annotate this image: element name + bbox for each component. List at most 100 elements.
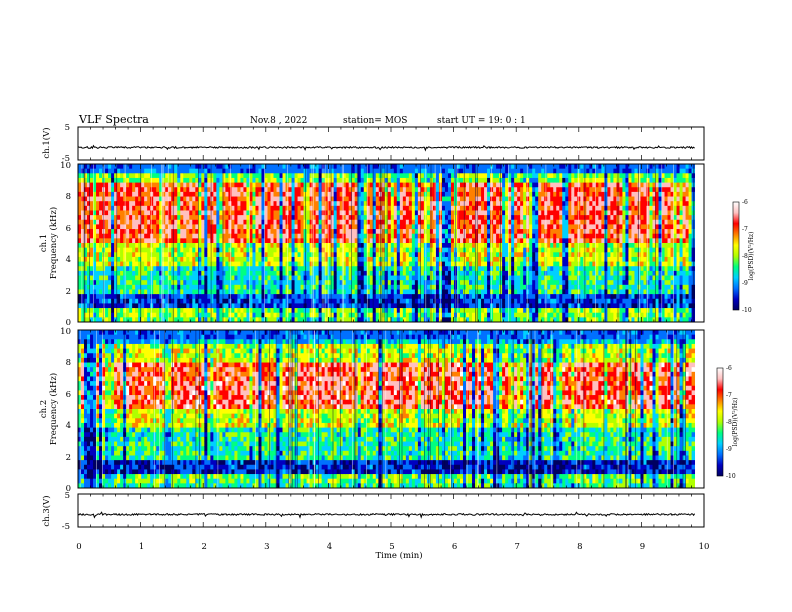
heatmap-cell xyxy=(189,191,193,197)
heatmap-cell xyxy=(276,210,280,216)
heatmap-cell xyxy=(405,187,410,193)
heatmap-cell xyxy=(276,289,280,295)
heatmap-cell xyxy=(150,215,154,221)
heatmap-cell xyxy=(144,215,148,221)
heatmap-cell xyxy=(222,243,226,249)
heatmap-cell xyxy=(153,224,157,230)
heatmap-cell xyxy=(375,270,380,276)
heatmap-cell xyxy=(336,312,341,318)
heatmap-cell xyxy=(381,294,386,300)
heatmap-cell xyxy=(414,261,419,267)
heatmap-cell xyxy=(99,168,103,174)
heatmap-cell xyxy=(330,182,335,188)
heatmap-cell xyxy=(466,196,470,202)
heatmap-cell xyxy=(291,243,295,249)
heatmap-cell xyxy=(354,196,359,202)
heatmap-cell xyxy=(213,266,217,272)
heatmap-cell xyxy=(351,224,356,230)
heatmap-cell xyxy=(312,201,317,207)
heatmap-cell xyxy=(165,243,169,249)
heatmap-cell xyxy=(273,164,277,170)
heatmap-cell xyxy=(156,173,160,179)
heatmap-cell xyxy=(505,177,509,183)
heatmap-cell xyxy=(447,182,452,188)
heatmap-cell xyxy=(192,280,196,286)
heatmap-cell xyxy=(294,215,298,221)
heatmap-cell xyxy=(258,168,262,174)
heatmap-cell xyxy=(174,182,178,188)
heatmap-cell xyxy=(342,303,347,309)
heatmap-cell xyxy=(204,294,208,300)
heatmap-cell xyxy=(405,243,410,249)
heatmap-cell xyxy=(120,233,124,239)
heatmap-cell xyxy=(84,182,88,188)
heatmap-cell xyxy=(87,215,91,221)
heatmap-cell xyxy=(81,177,85,183)
heatmap-cell xyxy=(225,256,229,262)
heatmap-cell xyxy=(309,233,314,239)
heatmap-cell xyxy=(255,312,259,318)
heatmap-cell xyxy=(138,173,142,179)
heatmap-cell xyxy=(126,275,130,281)
heatmap-cell xyxy=(180,187,184,193)
heatmap-cell xyxy=(435,317,440,323)
heatmap-cell xyxy=(141,243,145,249)
heatmap-cell xyxy=(162,233,166,239)
heatmap-cell xyxy=(114,191,118,197)
heatmap-cell xyxy=(312,177,317,183)
heatmap-cell xyxy=(120,298,124,304)
heatmap-cell xyxy=(411,219,416,225)
heatmap-cell xyxy=(177,275,181,281)
heatmap-cell xyxy=(225,229,229,235)
heatmap-cell xyxy=(243,205,247,211)
heatmap-cell xyxy=(93,308,97,314)
heatmap-cell xyxy=(96,173,100,179)
heatmap-cell xyxy=(402,173,407,179)
heatmap-cell xyxy=(321,289,326,295)
heatmap-cell xyxy=(210,308,214,314)
heatmap-cell xyxy=(481,312,485,318)
heatmap-cell xyxy=(420,261,425,267)
heatmap-cell xyxy=(270,196,274,202)
heatmap-cell xyxy=(120,308,124,314)
heatmap-cell xyxy=(315,294,320,300)
heatmap-cell xyxy=(201,243,205,249)
heatmap-cell xyxy=(456,298,461,304)
heatmap-cell xyxy=(414,168,419,174)
heatmap-cell xyxy=(460,201,464,207)
heatmap-cell xyxy=(138,298,142,304)
heatmap-cell xyxy=(132,229,136,235)
heatmap-cell xyxy=(225,168,229,174)
heatmap-cell xyxy=(330,238,335,244)
heatmap-cell xyxy=(306,289,311,295)
heatmap-cell xyxy=(207,187,211,193)
heatmap-cell xyxy=(99,164,103,170)
heatmap-cell xyxy=(162,280,166,286)
heatmap-cell xyxy=(273,205,277,211)
heatmap-cell xyxy=(351,252,356,258)
heatmap-cell xyxy=(387,275,392,281)
heatmap-cell xyxy=(132,191,136,197)
heatmap-cell xyxy=(478,308,482,314)
heatmap-cell xyxy=(153,233,157,239)
heatmap-cell xyxy=(105,243,109,249)
heatmap-cell xyxy=(345,224,350,230)
heatmap-cell xyxy=(150,247,154,253)
heatmap-cell xyxy=(276,164,280,170)
heatmap-cell xyxy=(120,205,124,211)
heatmap-cell xyxy=(291,266,295,272)
heatmap-cell xyxy=(414,215,419,221)
heatmap-cell xyxy=(201,261,205,267)
heatmap-cell xyxy=(420,256,425,262)
heatmap-cell xyxy=(315,201,320,207)
heatmap-cell xyxy=(231,312,235,318)
heatmap-cell xyxy=(363,284,368,290)
heatmap-cell xyxy=(360,219,365,225)
heatmap-cell xyxy=(456,266,461,272)
heatmap-cell xyxy=(493,173,497,179)
heatmap-cell xyxy=(201,298,205,304)
heatmap-cell xyxy=(276,261,280,267)
heatmap-cell xyxy=(168,164,172,170)
heatmap-cell xyxy=(210,191,214,197)
heatmap-cell xyxy=(372,168,377,174)
